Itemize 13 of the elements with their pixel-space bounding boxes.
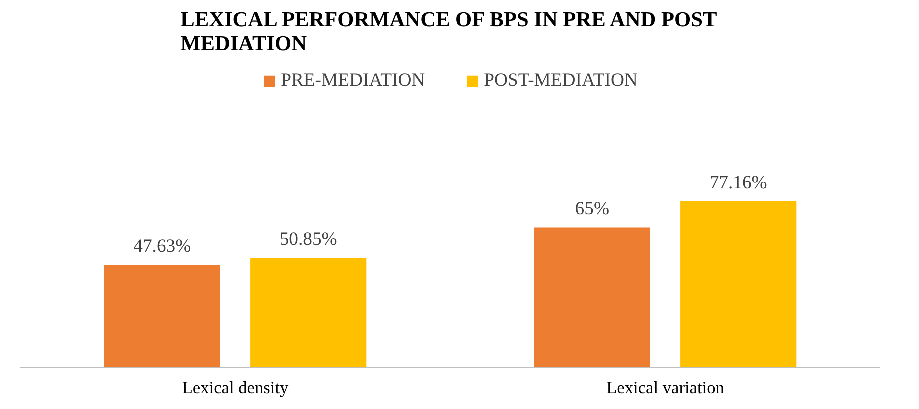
x-tick-label: Lexical variation: [606, 378, 725, 398]
data-label: 50.85%: [280, 229, 338, 250]
bar: [534, 228, 650, 368]
chart-title: LEXICAL PERFORMANCE OF BPS IN PRE AND POST MEDIATION: [180, 8, 718, 56]
x-tick-label: Lexical density: [182, 378, 290, 398]
data-label: 77.16%: [710, 172, 768, 194]
legend-label: POST-MEDIATION: [484, 70, 638, 92]
legend-label: PRE-MEDIATION: [281, 70, 426, 92]
data-label: 65%: [575, 198, 610, 220]
bar: [680, 202, 797, 368]
bar: [250, 258, 367, 368]
data-label: 47.63%: [134, 236, 192, 258]
bar: [104, 265, 220, 368]
